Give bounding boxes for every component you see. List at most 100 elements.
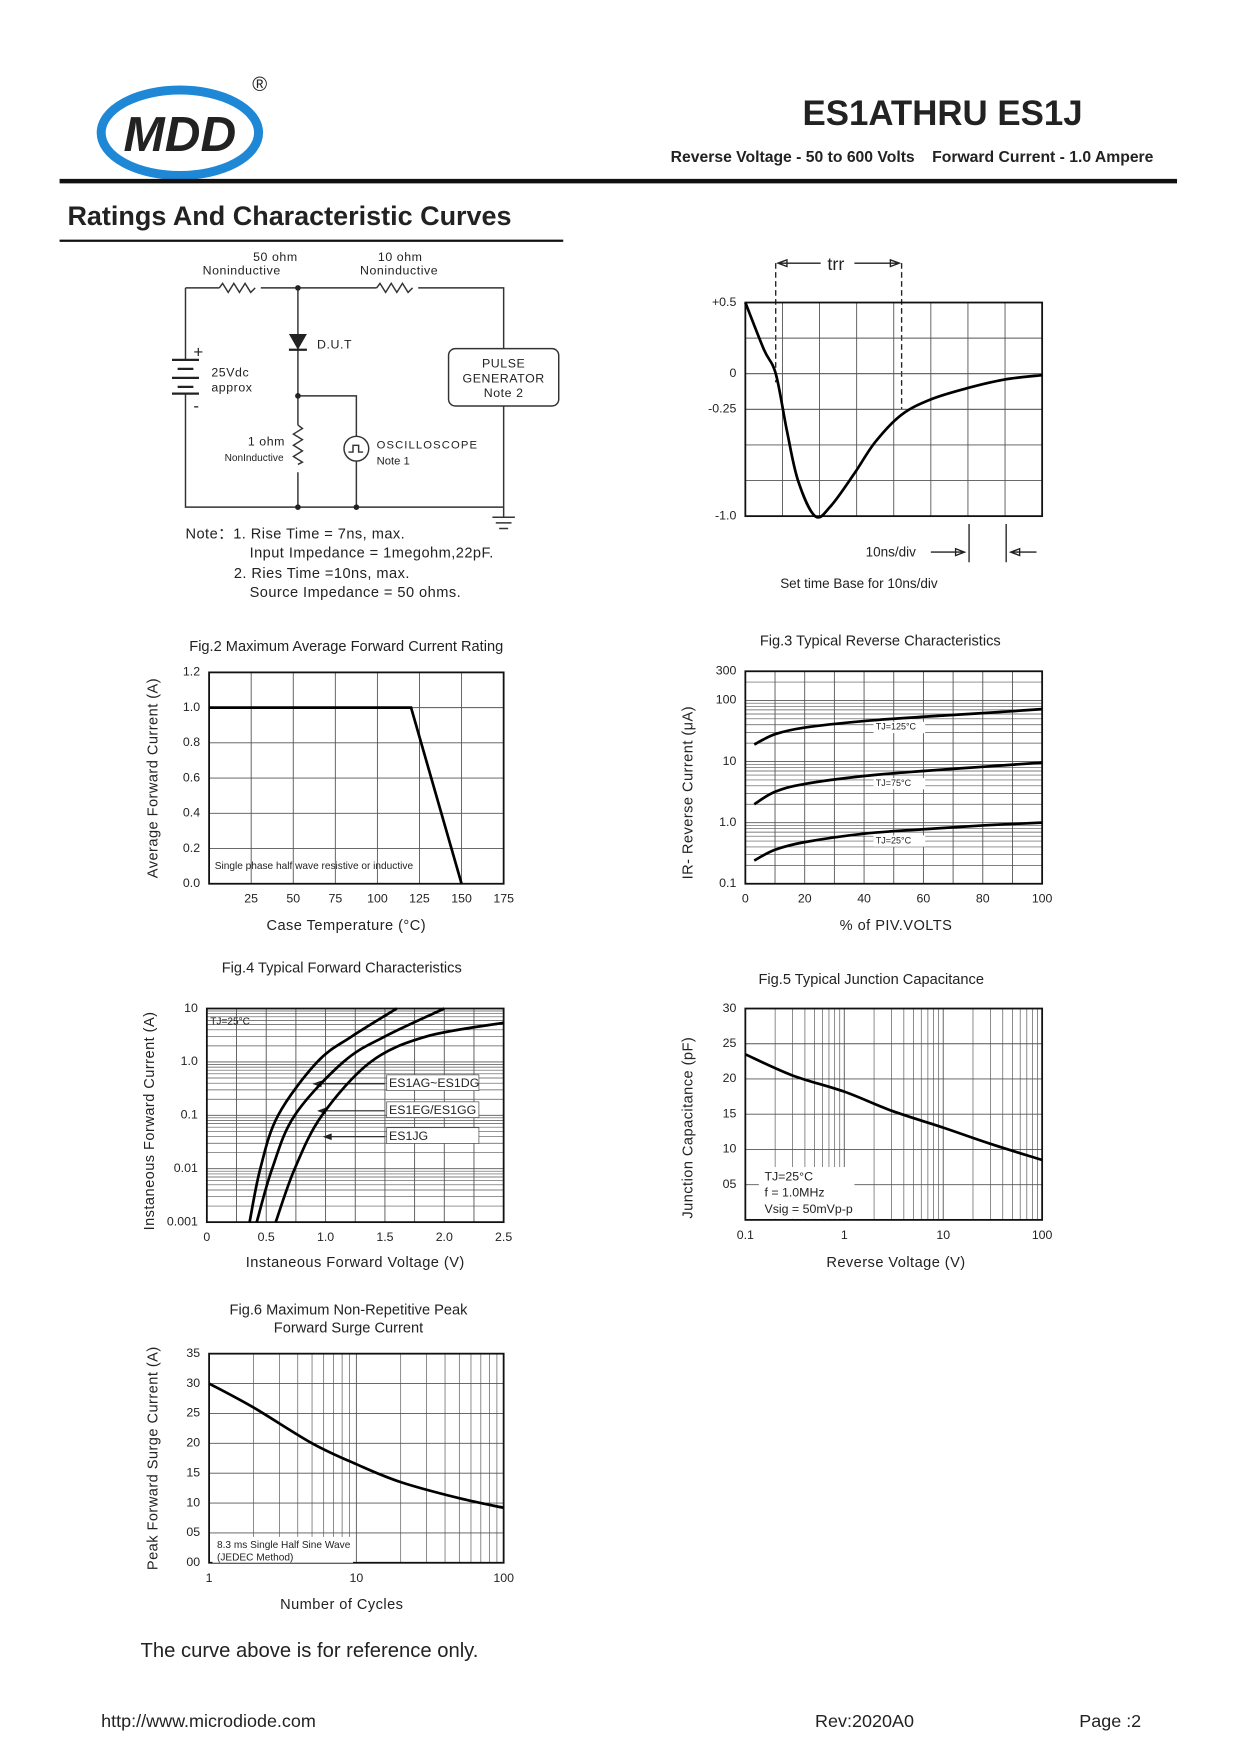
plot-frame <box>744 301 1044 518</box>
x-tick-label: 10 <box>936 1228 950 1242</box>
div-arrow <box>930 523 1037 563</box>
y-tick-label: 0.6 <box>183 770 200 784</box>
label-bg <box>873 835 926 847</box>
label-bg <box>386 1074 480 1091</box>
x-axis-label: % of PIV.VOLTS <box>840 918 953 934</box>
label-bg <box>386 1101 480 1118</box>
x-tick-label: 1.5 <box>376 1230 393 1244</box>
x-tick-label: 100 <box>1032 892 1053 906</box>
circuit-label: NonInductive <box>225 453 284 464</box>
node <box>353 504 360 510</box>
y-tick-label: 15 <box>186 1465 200 1479</box>
note: TJ=25°C <box>764 1170 813 1184</box>
oscilloscope <box>343 435 370 462</box>
curve <box>744 1053 1043 1162</box>
footer-url: http://www.microdiode.com <box>101 1711 316 1731</box>
x-tick-label: 10 <box>349 1571 363 1585</box>
x-tick-label: 75 <box>328 892 342 906</box>
y-tick-label: 25 <box>186 1406 200 1420</box>
x-tick-label: 20 <box>798 892 812 906</box>
curve <box>248 1007 398 1223</box>
circuit-label: Note 2 <box>484 386 524 400</box>
circuit-label: + <box>193 343 203 362</box>
part-title: ES1ATHRU ES1J <box>802 94 1082 133</box>
circuit-label: PULSE <box>482 357 525 371</box>
figure-title: Fig.4 Typical Forward Characteristics <box>222 961 462 977</box>
y-tick-label: 30 <box>186 1376 200 1390</box>
wire <box>297 287 358 508</box>
curve <box>753 761 1043 806</box>
y-tick-label: 0.1 <box>181 1108 198 1122</box>
y-tick-label: 0.2 <box>183 841 200 855</box>
curve <box>209 706 463 885</box>
note: Vsig = 50mVp-p <box>764 1202 852 1216</box>
circuit-note: Source Impedance = 50 ohms. <box>250 585 462 601</box>
x-tick-label: 0.1 <box>737 1228 754 1242</box>
y-axis-label: Peak Forward Surge Current (A) <box>145 1346 161 1570</box>
figure: 00 05 10 15 20 25 30 35 1 10 100 Fig.6 Maximum Non-… <box>145 1302 514 1613</box>
plot-frame <box>208 1352 505 1564</box>
y-tick-label: 30 <box>723 1001 737 1015</box>
dashed-marker <box>775 263 903 410</box>
node <box>295 504 301 510</box>
figure: 05 10 15 20 25 30 0.1 1 10 100 Fig.5 Typical Junct… <box>681 972 1053 1271</box>
resistor <box>292 424 304 466</box>
x-tick-label: 25 <box>244 892 258 906</box>
footer-rev: Rev:2020A0 <box>815 1711 914 1731</box>
trr-arrow <box>776 258 902 268</box>
x-tick-label: 100 <box>1032 1228 1053 1242</box>
figure-title: Fig.2 Maximum Average Forward Current Ra… <box>189 639 503 655</box>
subtitle: Reverse Voltage - 50 to 600 Volts Forwar… <box>671 149 1154 166</box>
y-tick-label: 300 <box>716 664 737 678</box>
y-tick-label: -1.0 <box>715 508 736 522</box>
y-tick-label: 15 <box>723 1106 737 1120</box>
y-tick-label: 1.0 <box>183 700 200 714</box>
series-label: TJ=25°C <box>876 835 912 845</box>
x-tick-label: 100 <box>367 892 388 906</box>
y-tick-label: 0.0 <box>183 876 200 890</box>
note: Single phase half wave resistive or indu… <box>215 861 414 872</box>
x-tick-label: 0 <box>742 892 749 906</box>
curve <box>255 1007 445 1223</box>
y-tick-label: 20 <box>723 1071 737 1085</box>
x-tick-label: 80 <box>976 892 990 906</box>
y-tick-label: 100 <box>716 693 737 707</box>
y-tick-label: 0 <box>729 366 736 380</box>
x-axis-label: Number of Cycles <box>280 1597 403 1613</box>
section-title: Ratings And Characteristic Curves <box>67 201 511 231</box>
node <box>295 285 301 291</box>
circuit-label: Note 1 <box>377 455 410 467</box>
figure-title: Fig.3 Typical Reverse Characteristics <box>760 633 1001 649</box>
pulse-generator <box>447 347 560 407</box>
curve <box>753 821 1043 862</box>
x-tick-label: 175 <box>493 892 514 906</box>
y-tick-label: 0.1 <box>719 876 736 890</box>
circuit-label: Noninductive <box>360 263 438 277</box>
oscilloscope-symbol <box>348 444 364 453</box>
trr-markers <box>775 258 1037 563</box>
circuit: 50 ohm Noninductive 10 ohm Noninductive … <box>172 250 560 601</box>
circuit-label: Noninductive <box>203 263 281 277</box>
x-tick-label: 0.5 <box>258 1230 275 1244</box>
circuit-label: 25Vdc <box>211 366 249 380</box>
curve <box>753 707 1043 746</box>
wire <box>184 287 505 508</box>
plot-frame <box>744 1007 1044 1221</box>
series-label: ES1AG~ES1DG <box>389 1076 479 1090</box>
series-label: ES1JG <box>389 1129 428 1143</box>
x-tick-label: 1 <box>206 1571 213 1585</box>
x-tick-label: 125 <box>409 892 430 906</box>
circuit-label: 50 ohm <box>253 250 298 264</box>
x-tick-label: 2.0 <box>436 1230 453 1244</box>
circuit-label: - <box>193 397 199 416</box>
y-axis-label: IR- Reverse Current (μA) <box>681 706 697 879</box>
x-tick-label: 1 <box>841 1228 848 1242</box>
y-axis-label: Instaneous Forward Current (A) <box>142 1011 158 1230</box>
note: (JEDEC Method) <box>217 1553 293 1564</box>
y-tick-label: 10 <box>186 1495 200 1509</box>
note: 8.3 ms Single Half Sine Wave <box>217 1540 351 1551</box>
figure-title: Forward Surge Current <box>274 1320 423 1336</box>
figure: 0.001 0.01 0.1 1.0 10 0 0.5 1.0 1.5 2.0 2.5 Fig.4 T… <box>142 961 512 1272</box>
curve <box>274 1021 504 1223</box>
